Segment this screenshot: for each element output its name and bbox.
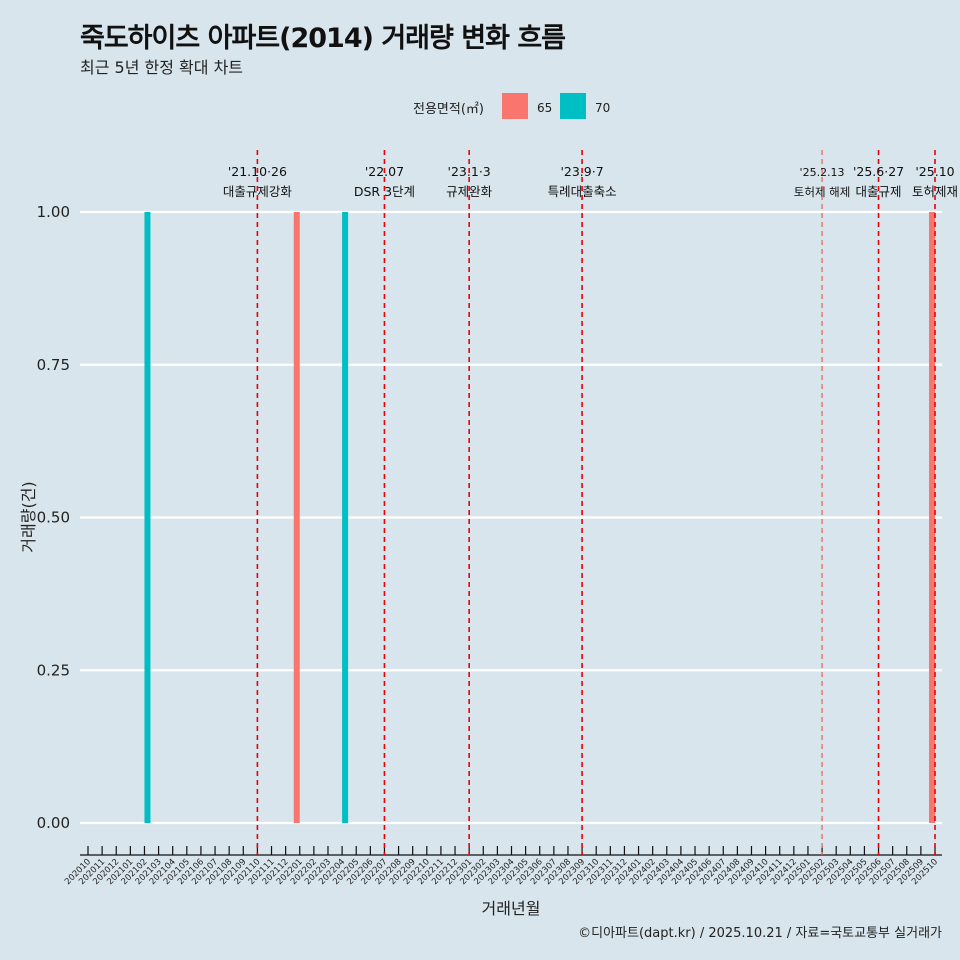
event-desc-label: 대출규제강화 (223, 184, 293, 199)
y-tick-label: 0.00 (37, 814, 70, 832)
legend-swatch-65 (502, 93, 528, 119)
x-axis-title: 거래년월 (482, 899, 541, 918)
event-date-label: '22.07 (365, 164, 404, 179)
legend-title: 전용면적(㎡) (413, 102, 484, 117)
event-date-label: '23.1·3 (448, 164, 491, 179)
chart-title: 죽도하이츠 아파트(2014) 거래량 변화 흐름 (80, 23, 566, 54)
y-axis-title: 거래량(건) (19, 481, 38, 552)
event-desc-label: 토허제재 (912, 184, 958, 199)
event-desc-label: 규제완화 (446, 184, 493, 199)
bar-65-202201 (293, 212, 300, 823)
legend-label: 65 (537, 101, 552, 115)
event-date-label: '25.6·27 (853, 164, 904, 179)
event-desc-label: 토허제 해제 (794, 185, 851, 199)
y-tick-label: 0.50 (37, 509, 70, 527)
event-date-label: '21.10·26 (228, 164, 287, 179)
bar-70-202204 (342, 212, 349, 823)
event-date-label: '25.10 (915, 164, 954, 179)
chart-subtitle: 최근 5년 한정 확대 차트 (80, 58, 244, 77)
source-caption: ©디아파트(dapt.kr) / 2025.10.21 / 자료=국토교통부 실… (578, 926, 942, 941)
event-desc-label: 대출규제 (856, 184, 902, 199)
legend-swatch-70 (560, 93, 586, 119)
legend-label: 70 (595, 101, 610, 115)
bar-65-202510 (929, 212, 935, 823)
event-date-label: '25.2.13 (800, 166, 845, 179)
event-desc-label: DSR 3단계 (354, 184, 415, 199)
event-date-label: '23.9·7 (560, 164, 603, 179)
y-tick-label: 1.00 (37, 203, 70, 221)
y-tick-label: 0.75 (37, 356, 70, 374)
y-tick-label: 0.25 (37, 661, 70, 679)
bar-70-202102 (144, 212, 151, 823)
event-desc-label: 특례대출축소 (548, 184, 617, 199)
